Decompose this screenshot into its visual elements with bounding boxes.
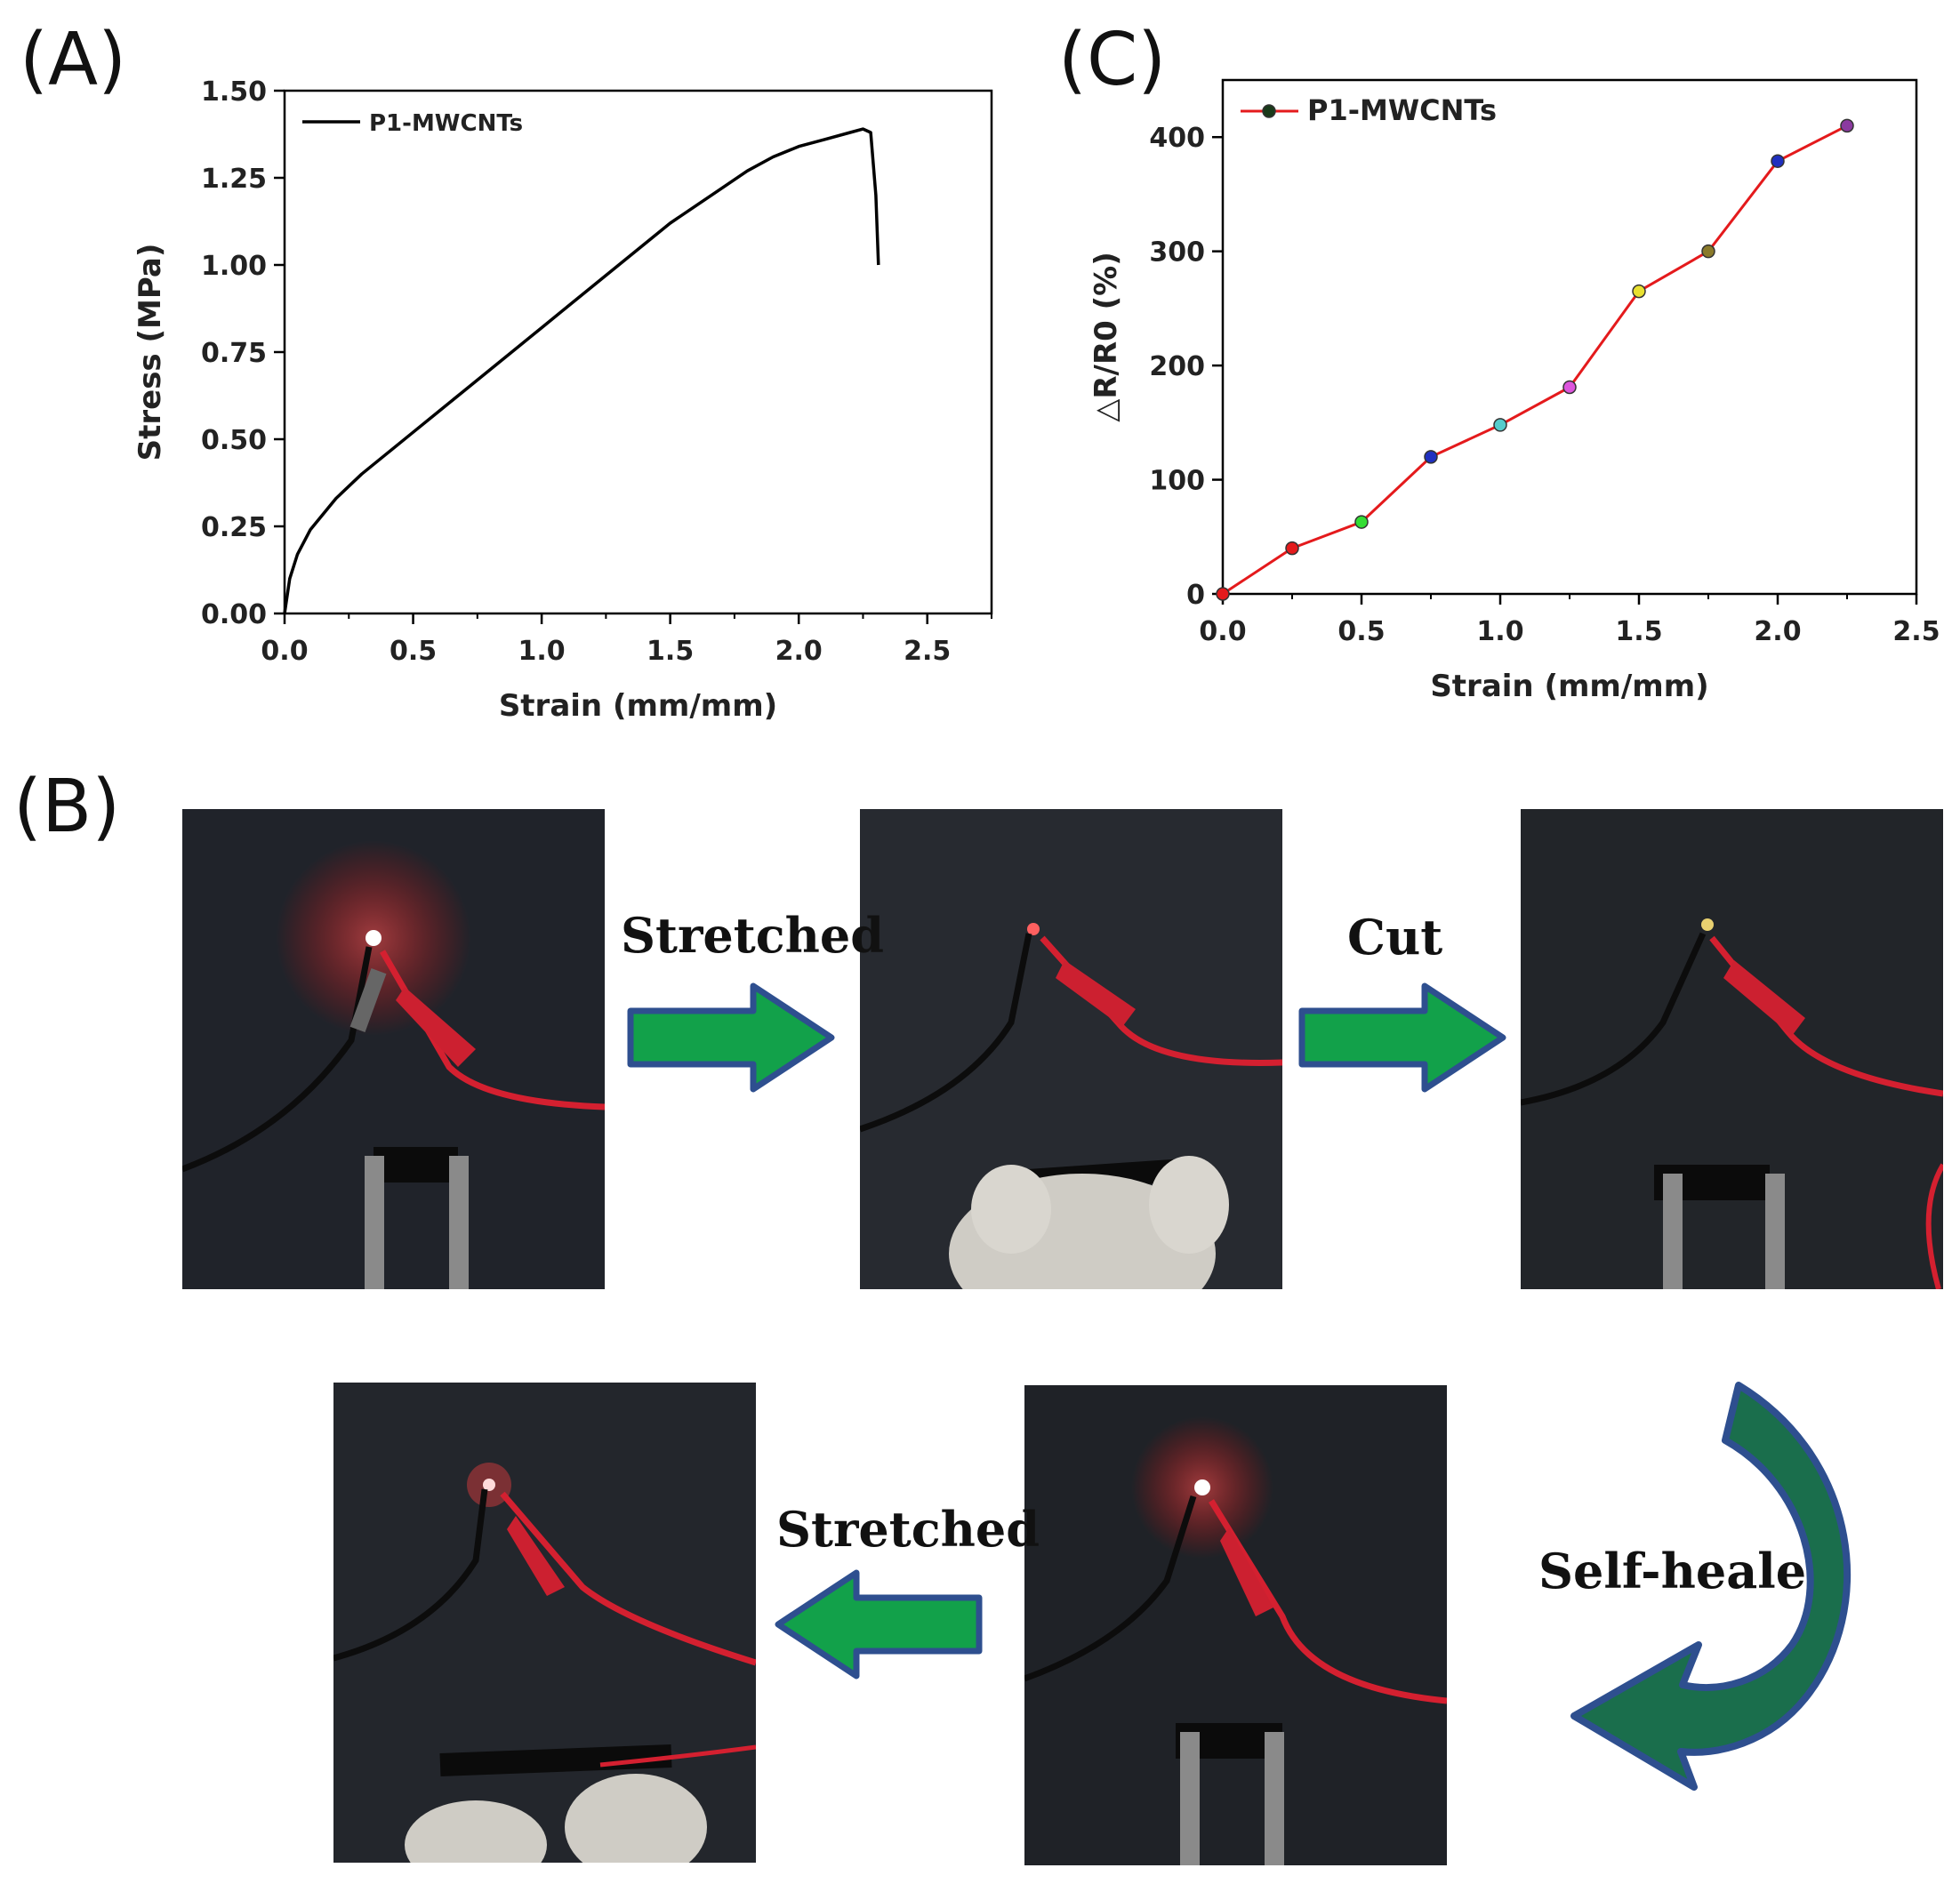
y-tick-label: 0.50 [201,425,267,456]
x-tick-label: 0.0 [1199,616,1246,647]
legend-label: P1-MWCNTs [1307,93,1497,127]
data-point [1771,154,1785,168]
photo-restretched-led-lit [333,1383,756,1863]
y-tick-label: 1.25 [201,164,267,195]
series-line [283,127,880,614]
legend-label: P1-MWCNTs [369,110,523,137]
x-tick-label: 0.5 [1337,616,1385,647]
x-tick-label: 2.0 [1754,616,1801,647]
x-tick-label: 0.5 [390,636,437,667]
plot-frame [1221,78,1918,596]
photo-self-healed-scene [1024,1385,1447,1865]
x-tick-label: 1.5 [1615,616,1662,647]
photo-cut-led-off [1521,809,1943,1289]
photo-self-healed-led-lit [1024,1385,1447,1865]
y-tick-label: 0 [1186,580,1205,611]
panel-label-b: (B) [13,765,121,849]
step-label-cut: Cut [1347,909,1443,966]
y-tick-label: 1.50 [201,76,267,108]
step-label-self-healed: Self-healed [1538,1543,1840,1599]
photo-restretched-scene [333,1383,756,1863]
y-tick-label: 300 [1149,237,1205,269]
data-point [1632,284,1646,299]
y-tick-label: 0.00 [201,599,267,630]
data-point [1354,515,1369,529]
data-point [1493,418,1507,432]
photo-cut-scene [1521,809,1943,1289]
x-tick-label: 1.5 [647,636,694,667]
photo-initial-led-lit [182,809,605,1289]
x-tick-label: 1.0 [518,636,566,667]
data-point [1216,587,1230,601]
y-tick-label: 400 [1149,123,1205,154]
y-tick-label: 0.25 [201,512,267,543]
arrow-right-icon-1 [627,982,835,1093]
y-axis-label: Stress (MPa) [133,244,168,461]
x-axis-label: Strain (mm/mm) [1430,669,1708,704]
photo-stretched-scene [860,809,1282,1289]
arrow-right-icon-2 [1298,982,1506,1093]
x-tick-label: 1.0 [1476,616,1523,647]
data-point [1701,244,1715,259]
panel-label-a: (A) [20,18,127,102]
photo-stretched-led-dim [860,809,1282,1289]
y-tick-label: 0.75 [201,338,267,369]
x-tick-label: 2.5 [1892,616,1940,647]
y-tick-label: 100 [1149,466,1205,497]
x-axis-label: Strain (mm/mm) [499,688,777,724]
data-point [1424,450,1438,464]
plot-frame [283,89,993,615]
data-point [1285,541,1299,556]
chart-c-resistance-strain: 0.0 0.5 1.0 1.5 2.0 2.5 0 100 200 300 400 Strain (m… [1088,78,1940,704]
y-tick-label: 1.00 [201,251,267,282]
step-label-stretched-1: Stretched [621,907,884,964]
series-line [1222,124,1848,596]
y-axis-label: △R/R0 (%) [1088,252,1124,422]
curved-arrow-icon [1570,1382,1851,1791]
chart-a-stress-strain: 0.0 0.5 1.0 1.5 2.0 2.5 0.00 0.25 0.50 0.75 1.00 1.… [133,76,993,724]
photo-initial-scene [182,809,605,1289]
x-tick-label: 0.0 [261,636,308,667]
x-tick-label: 2.5 [904,636,951,667]
x-tick-label: 2.0 [775,636,823,667]
y-tick-label: 200 [1149,351,1205,382]
arrow-left-icon [775,1569,983,1680]
step-label-stretched-2: Stretched [776,1501,1040,1558]
data-point [1840,118,1854,133]
legend-marker [1262,104,1276,118]
panel-label-c: (C) [1058,18,1167,102]
data-point [1562,380,1577,395]
